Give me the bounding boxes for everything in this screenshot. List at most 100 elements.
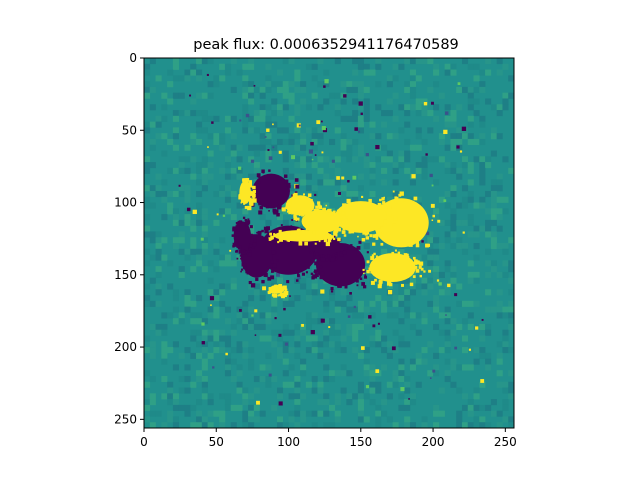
heatmap-cell bbox=[265, 352, 272, 359]
heatmap-cell bbox=[340, 370, 347, 377]
heatmap-cell bbox=[496, 422, 503, 429]
heatmap-cell bbox=[167, 393, 174, 400]
heatmap-cell bbox=[375, 410, 382, 417]
heatmap-cell bbox=[207, 422, 214, 429]
flux-element bbox=[239, 119, 242, 122]
heatmap-cell bbox=[276, 352, 284, 359]
heatmap-cell bbox=[167, 410, 174, 417]
heatmap-cell bbox=[485, 225, 492, 232]
heatmap-cell bbox=[201, 156, 208, 163]
heatmap-cell bbox=[323, 375, 330, 383]
flux-element bbox=[279, 227, 283, 230]
heatmap-cell bbox=[224, 254, 232, 261]
flux-element bbox=[355, 279, 359, 283]
flux-element bbox=[256, 173, 261, 178]
heatmap-cell bbox=[352, 86, 359, 93]
heatmap-cell bbox=[207, 329, 214, 336]
heatmap-cell bbox=[190, 225, 197, 232]
heatmap-cell bbox=[172, 393, 179, 400]
heatmap-cell bbox=[508, 312, 515, 319]
flux-element bbox=[423, 270, 426, 273]
flux-element bbox=[394, 198, 399, 204]
heatmap-cell bbox=[248, 318, 255, 325]
flux-element bbox=[278, 150, 282, 154]
heatmap-cell bbox=[450, 144, 457, 151]
heatmap-cell bbox=[496, 306, 503, 313]
heatmap-cell bbox=[213, 329, 220, 336]
heatmap-cell bbox=[172, 208, 179, 215]
negative-flux-region bbox=[252, 173, 290, 209]
flux-element bbox=[305, 228, 308, 231]
heatmap-cell bbox=[404, 58, 411, 65]
heatmap-cell bbox=[178, 167, 185, 174]
heatmap-cell bbox=[409, 75, 417, 82]
flux-element bbox=[374, 233, 379, 238]
heatmap-cell bbox=[172, 63, 179, 70]
heatmap-cell bbox=[456, 167, 463, 174]
heatmap-cell bbox=[357, 144, 364, 151]
heatmap-cell bbox=[248, 86, 255, 93]
flux-element bbox=[284, 288, 287, 291]
heatmap-cell bbox=[473, 416, 480, 423]
heatmap-cell bbox=[172, 144, 179, 151]
heatmap-cell bbox=[236, 381, 243, 388]
heatmap-cell bbox=[190, 243, 197, 250]
heatmap-cell bbox=[479, 81, 486, 88]
heatmap-cell bbox=[311, 63, 318, 70]
heatmap-cell bbox=[421, 104, 428, 111]
heatmap-cell bbox=[357, 306, 364, 313]
flux-element bbox=[307, 266, 310, 269]
flux-element bbox=[225, 352, 228, 356]
heatmap-cell bbox=[369, 370, 376, 377]
heatmap-cell bbox=[502, 399, 509, 406]
heatmap-cell bbox=[352, 81, 359, 88]
flux-element bbox=[289, 201, 291, 203]
heatmap-cell bbox=[323, 341, 330, 348]
heatmap-cell bbox=[213, 133, 220, 140]
heatmap-cell bbox=[323, 306, 330, 313]
heatmap-cell bbox=[485, 190, 492, 198]
heatmap-cell bbox=[381, 144, 388, 151]
heatmap-cell bbox=[207, 162, 214, 169]
heatmap-cell bbox=[404, 156, 411, 163]
heatmap-cell bbox=[224, 283, 232, 290]
heatmap-cell bbox=[248, 144, 255, 151]
heatmap-cell bbox=[444, 329, 451, 336]
heatmap-cell bbox=[508, 167, 515, 174]
flux-element bbox=[397, 251, 401, 255]
heatmap-cell bbox=[363, 243, 370, 250]
heatmap-cell bbox=[196, 92, 203, 99]
y-tick-label: 50 bbox=[122, 123, 137, 137]
heatmap-cell bbox=[473, 75, 480, 82]
heatmap-cell bbox=[340, 364, 347, 371]
heatmap-cell bbox=[219, 185, 226, 192]
heatmap-cell bbox=[490, 214, 497, 221]
heatmap-cell bbox=[375, 341, 382, 348]
heatmap-cell bbox=[155, 121, 162, 128]
flux-element bbox=[419, 274, 422, 278]
flux-element bbox=[307, 213, 310, 217]
heatmap-cell bbox=[184, 300, 191, 307]
flux-element bbox=[313, 208, 318, 213]
heatmap-cell bbox=[502, 248, 509, 255]
flux-element bbox=[330, 290, 334, 293]
heatmap-cell bbox=[161, 375, 168, 383]
heatmap-cell bbox=[276, 214, 284, 221]
heatmap-cell bbox=[340, 133, 347, 140]
heatmap-cell bbox=[259, 104, 266, 111]
heatmap-cell bbox=[334, 416, 341, 423]
heatmap-cell bbox=[479, 225, 486, 232]
heatmap-cell bbox=[253, 110, 260, 117]
flux-element bbox=[232, 242, 237, 247]
flux-element bbox=[382, 201, 386, 205]
heatmap-cell bbox=[433, 364, 440, 371]
flux-element bbox=[403, 199, 406, 202]
heatmap-cell bbox=[253, 375, 260, 383]
flux-element bbox=[271, 293, 276, 297]
flux-element bbox=[256, 400, 260, 405]
flux-element bbox=[339, 209, 343, 213]
heatmap-cell bbox=[490, 104, 497, 111]
heatmap-cell bbox=[248, 225, 255, 232]
flux-element bbox=[428, 269, 431, 273]
heatmap-cell bbox=[473, 387, 480, 394]
